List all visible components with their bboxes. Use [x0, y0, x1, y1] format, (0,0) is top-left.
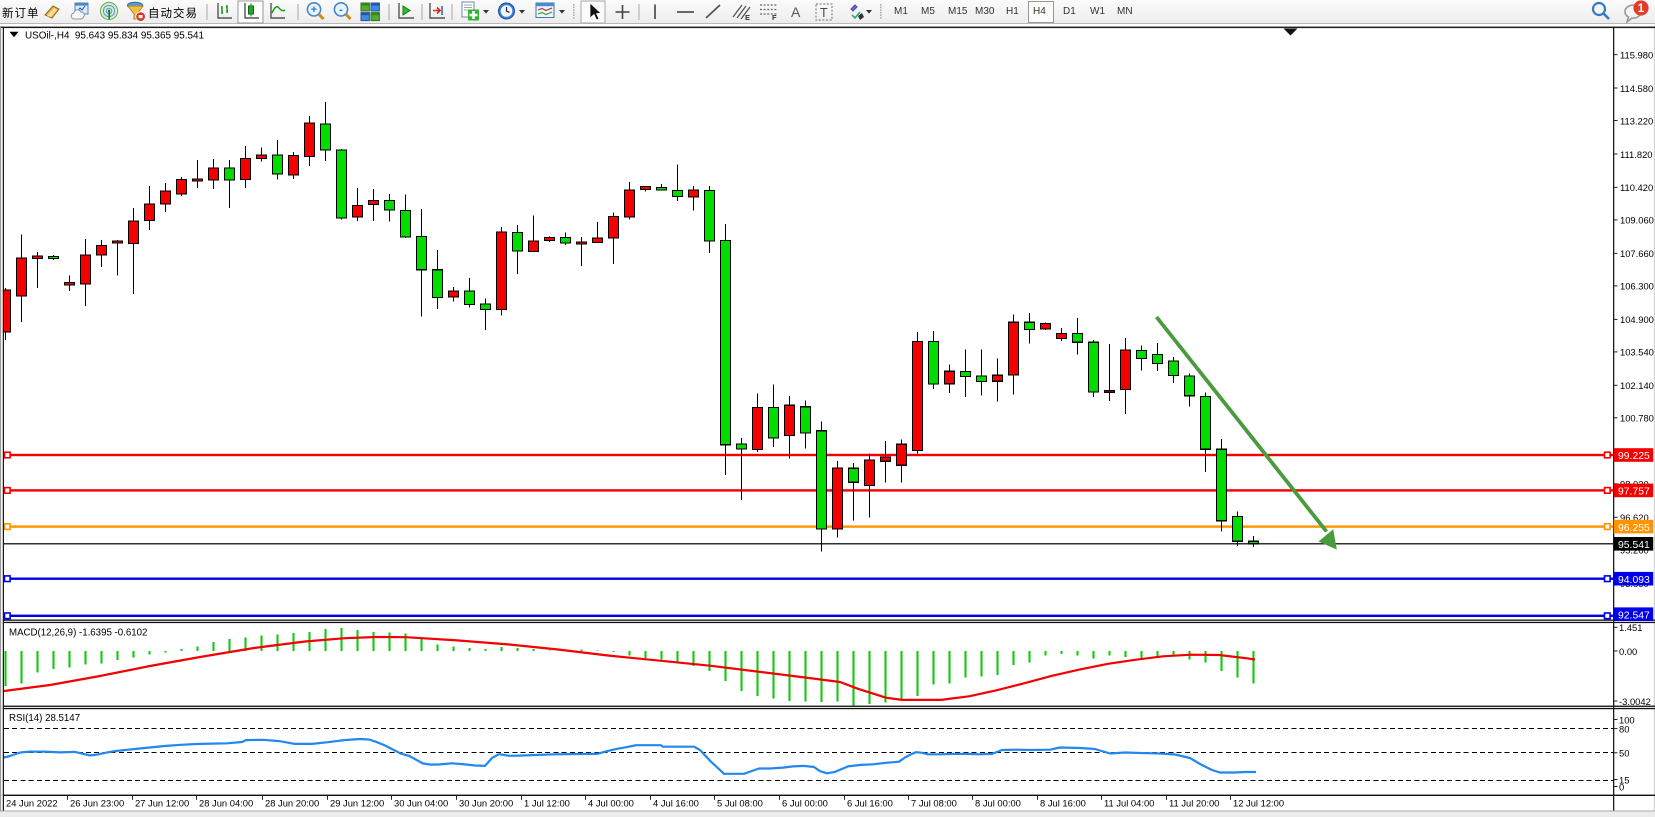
svg-text:0.00: 0.00: [1619, 646, 1637, 657]
svg-text:T: T: [820, 6, 828, 20]
svg-text:113.220: 113.220: [1620, 115, 1653, 126]
svg-text:107.660: 107.660: [1620, 248, 1654, 259]
svg-text:111.820: 111.820: [1620, 149, 1653, 160]
svg-text:28 Jun 20:00: 28 Jun 20:00: [265, 798, 319, 809]
svg-text:1 Jul 12:00: 1 Jul 12:00: [524, 798, 570, 809]
svg-text:11 Jul 20:00: 11 Jul 20:00: [1169, 798, 1219, 809]
svg-text:12 Jul 12:00: 12 Jul 12:00: [1233, 798, 1284, 809]
svg-text:7 Jul 08:00: 7 Jul 08:00: [911, 798, 957, 809]
svg-text:30 Jun 20:00: 30 Jun 20:00: [459, 798, 513, 809]
svg-text:A: A: [791, 4, 801, 20]
svg-text:4 Jul 00:00: 4 Jul 00:00: [588, 798, 634, 809]
svg-text:26 Jun 23:00: 26 Jun 23:00: [70, 798, 124, 809]
svg-text:50: 50: [1619, 748, 1629, 759]
svg-text:115.980: 115.980: [1620, 49, 1653, 60]
svg-text:-: -: [339, 4, 343, 16]
svg-text:104.900: 104.900: [1620, 314, 1654, 325]
svg-text:24 Jun 2022: 24 Jun 2022: [6, 798, 58, 809]
svg-text:94.093: 94.093: [1618, 575, 1650, 586]
svg-text:30 Jun 04:00: 30 Jun 04:00: [394, 798, 448, 809]
svg-text:102.140: 102.140: [1620, 380, 1654, 391]
svg-text:USOil-,H4 95.643 95.834 95.36: USOil-,H4 95.643 95.834 95.365 95.541: [25, 31, 204, 42]
svg-text:6 Jul 00:00: 6 Jul 00:00: [782, 798, 828, 809]
svg-text:11 Jul 04:00: 11 Jul 04:00: [1104, 798, 1154, 809]
svg-text:8 Jul 00:00: 8 Jul 00:00: [975, 798, 1021, 809]
svg-text:15: 15: [1619, 774, 1629, 785]
svg-text:95.541: 95.541: [1618, 540, 1650, 551]
svg-text:5 Jul 08:00: 5 Jul 08:00: [717, 798, 763, 809]
svg-text:MACD(12,26,9) -1.6395 -0.6102: MACD(12,26,9) -1.6395 -0.6102: [9, 628, 147, 639]
svg-text:0: 0: [1619, 781, 1624, 792]
svg-text:100: 100: [1619, 714, 1635, 725]
svg-text:1: 1: [1638, 3, 1645, 15]
svg-text:97.757: 97.757: [1618, 487, 1650, 498]
svg-text:1.451: 1.451: [1619, 622, 1642, 633]
svg-text:E: E: [745, 13, 750, 22]
svg-text:110.420: 110.420: [1620, 182, 1653, 193]
svg-text:99.225: 99.225: [1618, 451, 1650, 462]
svg-text:100.780: 100.780: [1620, 413, 1654, 424]
svg-text:+: +: [311, 4, 317, 16]
svg-text:103.540: 103.540: [1620, 347, 1654, 358]
svg-text:F: F: [772, 13, 777, 22]
svg-text:106.300: 106.300: [1620, 281, 1654, 292]
svg-text:-3.0042: -3.0042: [1619, 696, 1651, 707]
svg-text:4 Jul 16:00: 4 Jul 16:00: [653, 798, 699, 809]
svg-text:6 Jul 16:00: 6 Jul 16:00: [847, 798, 893, 809]
svg-text:96.255: 96.255: [1618, 523, 1650, 534]
svg-text:RSI(14) 28.5147: RSI(14) 28.5147: [9, 713, 80, 724]
svg-text:92.547: 92.547: [1618, 610, 1650, 621]
svg-text:27 Jun 12:00: 27 Jun 12:00: [135, 798, 189, 809]
svg-text:109.060: 109.060: [1620, 215, 1654, 226]
svg-text:29 Jun 12:00: 29 Jun 12:00: [330, 798, 384, 809]
svg-text:80: 80: [1619, 723, 1629, 734]
svg-text:96.620: 96.620: [1620, 512, 1649, 523]
svg-text:28 Jun 04:00: 28 Jun 04:00: [199, 798, 253, 809]
svg-text:8 Jul 16:00: 8 Jul 16:00: [1040, 798, 1086, 809]
svg-text:114.580: 114.580: [1620, 83, 1653, 94]
